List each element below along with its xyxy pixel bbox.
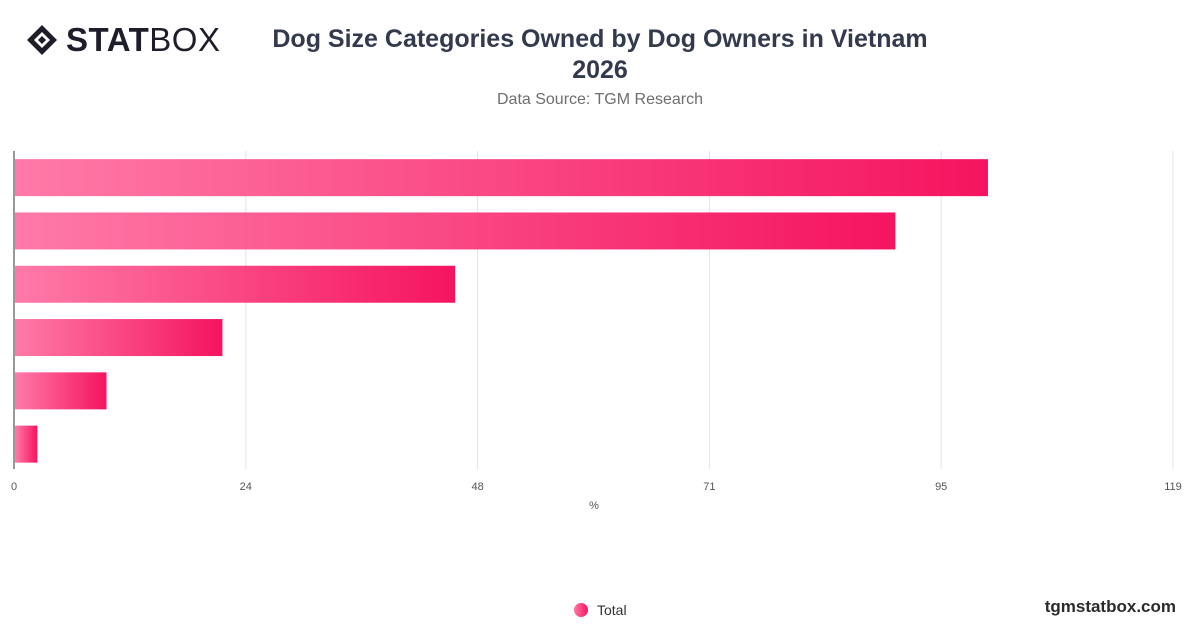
bar[interactable] bbox=[15, 265, 456, 303]
brand-watermark: tgmstatbox.com bbox=[1044, 597, 1176, 616]
bar[interactable] bbox=[15, 159, 988, 197]
x-tick-label: 24 bbox=[240, 481, 252, 493]
x-tick-label: 95 bbox=[935, 481, 947, 493]
bar[interactable] bbox=[15, 212, 896, 250]
chart-title-line2: 2026 bbox=[572, 56, 628, 84]
logo-text: STATBOX bbox=[66, 21, 221, 58]
x-tick-label: 48 bbox=[471, 481, 483, 493]
chart-subtitle: Data Source: TGM Research bbox=[496, 91, 703, 108]
x-tick-label: 71 bbox=[703, 481, 715, 493]
chart-legend[interactable]: Total bbox=[574, 602, 627, 618]
chart-title: Dog Size Categories Owned by Dog Owners … bbox=[250, 24, 950, 86]
legend-marker bbox=[574, 603, 588, 617]
x-tick-label: 0 bbox=[11, 481, 17, 493]
chart-title-line1: Dog Size Categories Owned by Dog Owners … bbox=[272, 25, 928, 53]
legend-label: Total bbox=[597, 602, 627, 618]
logo-text-bold: STAT bbox=[66, 21, 150, 58]
bar[interactable] bbox=[15, 319, 223, 357]
bar[interactable] bbox=[15, 372, 107, 410]
bar[interactable] bbox=[15, 425, 38, 463]
logo-text-light: BOX bbox=[149, 21, 221, 58]
x-tick-label: 119 bbox=[1164, 481, 1182, 493]
statbox-logo: STATBOX bbox=[26, 21, 221, 58]
x-axis-label: % bbox=[589, 500, 599, 512]
diamond-logo-icon bbox=[27, 25, 57, 55]
